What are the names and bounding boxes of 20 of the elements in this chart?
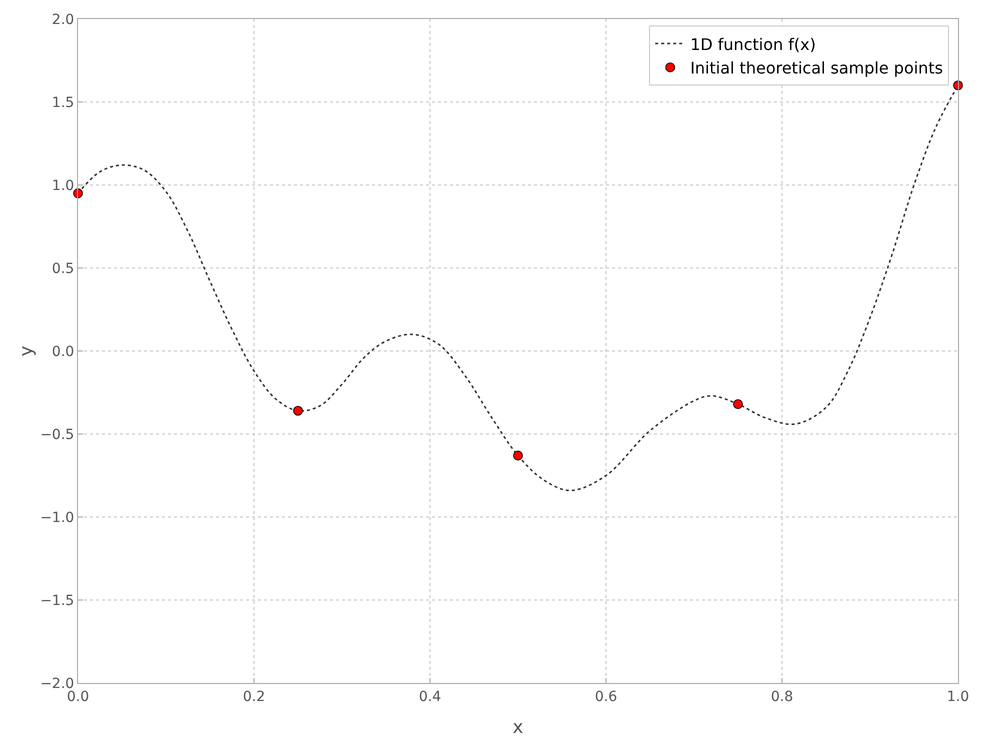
- y-tick-label: 2.0: [52, 12, 74, 28]
- y-axis-title: y: [16, 345, 37, 356]
- point: [733, 399, 743, 410]
- y-tick-label: 1.5: [52, 94, 74, 111]
- point: [513, 450, 523, 460]
- x-tick-label: 0.4: [418, 688, 442, 705]
- x-tick-label: 0.2: [242, 688, 266, 705]
- point: [293, 406, 303, 416]
- legend-label: Initial theoretical sample points: [690, 58, 943, 78]
- y-tick-label: 0.0: [52, 344, 74, 360]
- legend-label: 1D function f(x): [690, 34, 816, 54]
- y-tick-label: 0.5: [52, 260, 74, 277]
- y-tick-label: −1.0: [40, 510, 74, 526]
- x-tick-label: 1.0: [946, 688, 970, 705]
- x-axis-title: x: [512, 717, 524, 738]
- x-tick-label: 0.8: [770, 688, 794, 705]
- y-tick-label: −0.5: [40, 426, 74, 443]
- y-tick-label: −1.5: [40, 592, 74, 609]
- y-tick-label: 1.0: [52, 178, 74, 194]
- x-tick-label: 0.6: [594, 688, 618, 705]
